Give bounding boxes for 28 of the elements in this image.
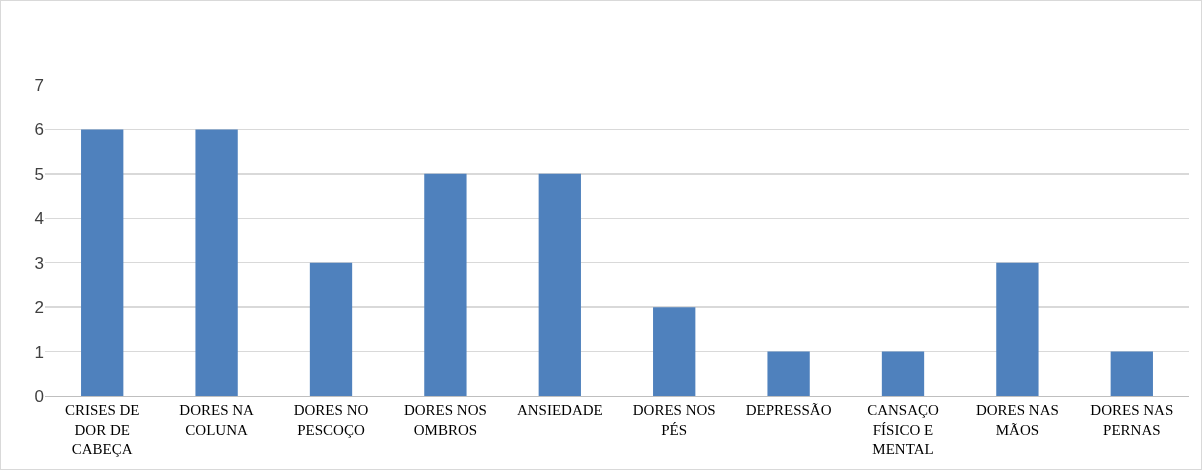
x-tick-label: DORES NAS MÃOS	[975, 402, 1059, 438]
y-tick-label: 1	[34, 342, 44, 362]
y-tick-label: 2	[34, 298, 44, 318]
bar	[881, 351, 925, 396]
bar	[996, 262, 1039, 396]
bar	[195, 129, 238, 396]
bar	[767, 351, 810, 396]
x-tick-label: DORES NA COLUNA	[179, 402, 255, 438]
x-tick-label: DORES NOS PÉS	[632, 402, 716, 438]
x-tick-label: DORES NAS PERNAS	[1090, 402, 1174, 438]
x-tick-label: DORES NOS OMBROS	[403, 402, 487, 438]
y-tick-label: 0	[34, 386, 44, 406]
x-tick-label: DEPRESSÃO	[745, 402, 832, 418]
bar	[653, 307, 696, 396]
y-tick-label: 6	[34, 120, 44, 140]
bar	[309, 262, 353, 396]
y-tick-label: 4	[34, 209, 44, 229]
x-tick-label: DORES NO PESCOÇO	[293, 402, 369, 438]
y-tick-label: 5	[34, 164, 44, 184]
x-tick-label: CRISES DE DOR DE CABEÇA	[64, 402, 140, 457]
bar	[81, 129, 124, 396]
bar	[538, 173, 581, 396]
bar	[1110, 351, 1153, 396]
bar	[424, 173, 467, 396]
y-tick-label: 7	[34, 75, 44, 95]
y-tick-label: 3	[34, 253, 44, 273]
x-tick-label: ANSIEDADE	[516, 402, 603, 418]
x-tick-label: CANSAÇO FÍSICO E MENTAL	[867, 402, 940, 457]
